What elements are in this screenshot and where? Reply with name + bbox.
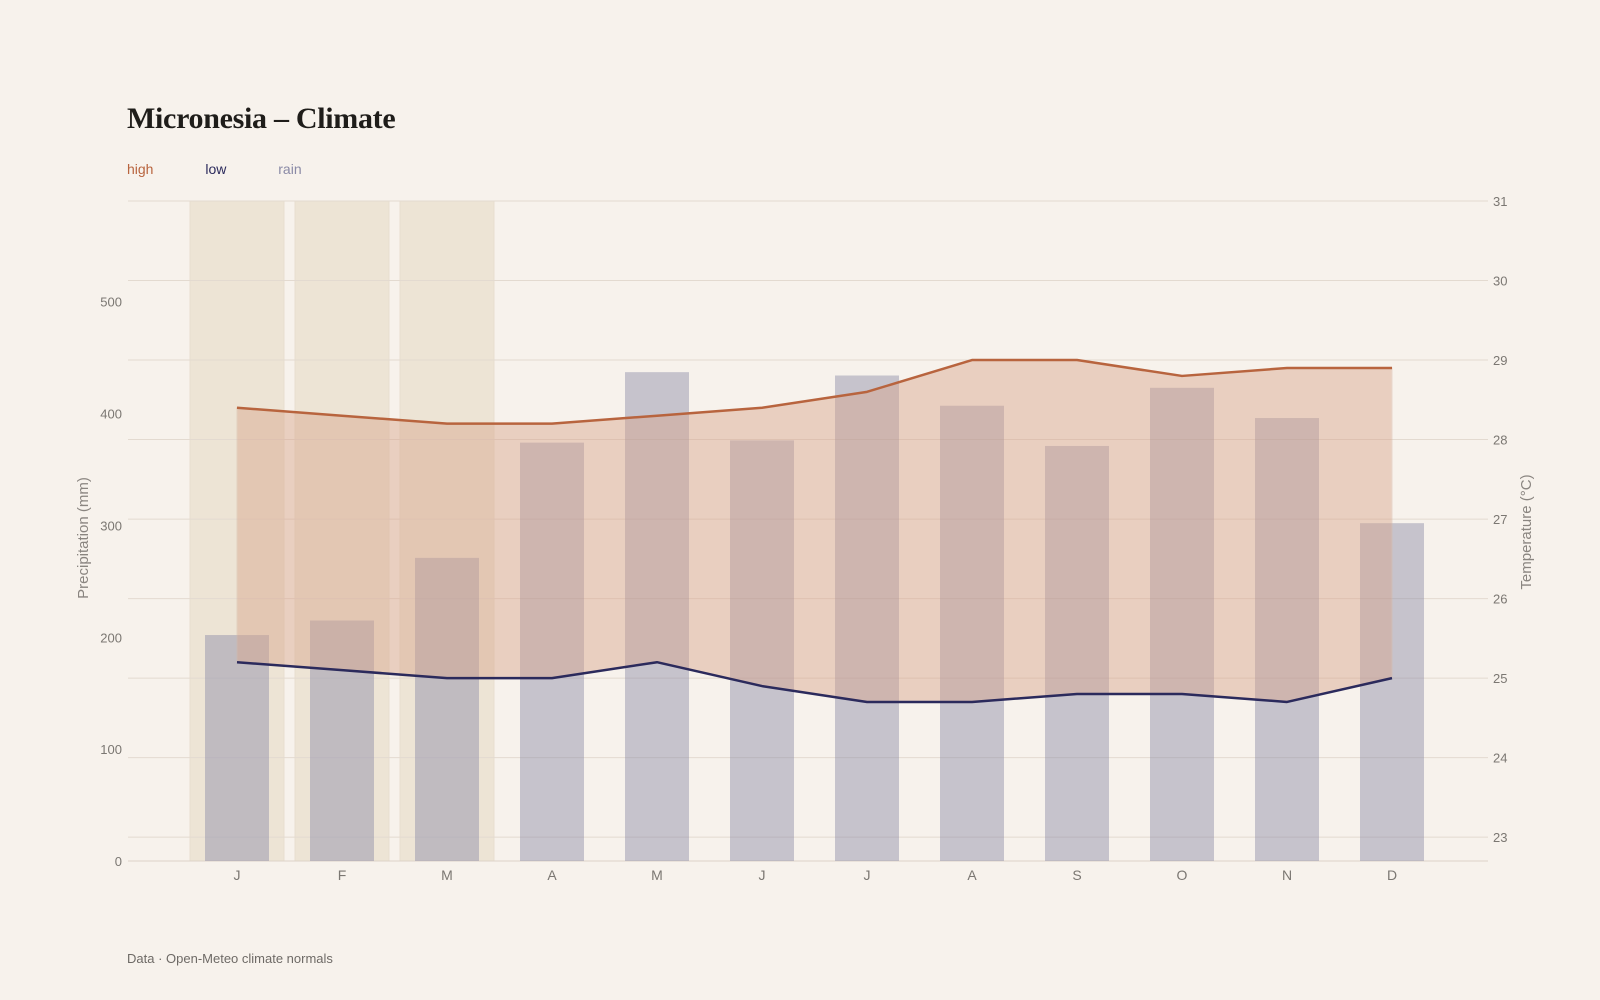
rain-bar-8 xyxy=(1045,445,1109,861)
rain-bar-7 xyxy=(940,405,1004,861)
legend-item-low: low xyxy=(205,161,227,177)
left-tick-300: 300 xyxy=(100,518,122,533)
left-tick-200: 200 xyxy=(100,630,122,645)
x-tick-10: N xyxy=(1282,867,1292,883)
data-source-note: Data · Open-Meteo climate normals xyxy=(127,951,333,966)
high-temperature-line xyxy=(236,358,1392,425)
highlight-month-2 xyxy=(399,200,495,862)
rain-bar-0 xyxy=(205,635,269,861)
x-tick-1: F xyxy=(338,867,347,883)
y-axis-right-label: Temperature (°C) xyxy=(1518,474,1535,589)
x-tick-2: M xyxy=(441,867,453,883)
rain-bar-10 xyxy=(1255,418,1319,861)
rain-bar-4 xyxy=(625,372,689,861)
x-tick-11: D xyxy=(1387,867,1397,883)
rain-bar-9 xyxy=(1150,387,1214,861)
rain-bar-6 xyxy=(835,375,899,861)
x-tick-4: M xyxy=(651,867,663,883)
legend: high low rain xyxy=(127,161,350,177)
right-tick-27: 27 xyxy=(1493,512,1507,527)
right-tick-28: 28 xyxy=(1493,433,1507,448)
x-tick-9: O xyxy=(1177,867,1188,883)
left-tick-0: 0 xyxy=(115,854,122,869)
right-tick-23: 23 xyxy=(1493,830,1507,845)
highlight-month-0 xyxy=(189,200,285,862)
x-tick-8: S xyxy=(1072,867,1081,883)
right-tick-29: 29 xyxy=(1493,353,1507,368)
x-tick-6: J xyxy=(864,867,871,883)
legend-item-high: high xyxy=(127,161,154,177)
chart-title: Micronesia – Climate xyxy=(127,102,396,135)
right-tick-30: 30 xyxy=(1493,274,1507,289)
right-tick-26: 26 xyxy=(1493,592,1507,607)
x-tick-5: J xyxy=(759,867,766,883)
low-temperature-line xyxy=(236,660,1393,704)
rain-bar-1 xyxy=(310,620,374,861)
left-tick-400: 400 xyxy=(100,407,122,422)
x-tick-0: J xyxy=(234,867,241,883)
rain-bar-11 xyxy=(1360,523,1424,861)
left-tick-500: 500 xyxy=(100,295,122,310)
y-axis-left-label: Precipitation (mm) xyxy=(75,477,92,599)
x-tick-7: A xyxy=(967,867,977,883)
rain-bar-5 xyxy=(730,440,794,861)
left-tick-100: 100 xyxy=(100,742,122,757)
highlight-month-1 xyxy=(294,200,390,862)
right-tick-25: 25 xyxy=(1493,671,1507,686)
rain-bar-3 xyxy=(520,442,584,861)
legend-item-rain: rain xyxy=(278,161,302,177)
right-tick-31: 31 xyxy=(1493,194,1507,209)
right-tick-24: 24 xyxy=(1493,751,1507,766)
rain-bar-2 xyxy=(415,557,479,861)
x-tick-3: A xyxy=(547,867,557,883)
